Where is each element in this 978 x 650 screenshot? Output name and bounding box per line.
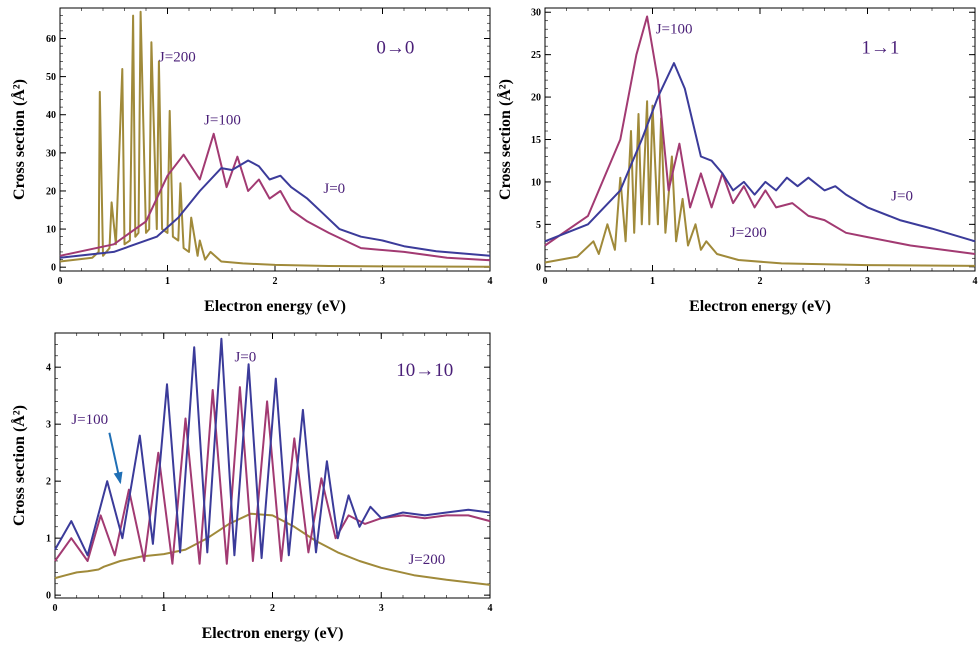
x-tick-label: 3 — [379, 603, 384, 614]
series-annotation: J=0 — [323, 181, 345, 197]
y-tick-label: 50 — [46, 72, 56, 83]
x-axis-title: Electron energy (eV) — [689, 298, 831, 315]
x-tick-label: 2 — [273, 276, 278, 287]
y-tick-label: 20 — [531, 93, 541, 104]
x-tick-label: 4 — [973, 276, 978, 287]
x-tick-label: 0 — [543, 276, 548, 287]
transition-label: 0→0 — [376, 37, 414, 58]
x-tick-label: 3 — [865, 276, 870, 287]
x-axis-title: Electron energy (eV) — [204, 298, 346, 315]
y-tick-label: 25 — [531, 50, 541, 61]
axis-ticks: 0 1 2 3 4 0 5 10 15 20 25 30 — [531, 8, 978, 287]
annotations: J=200 J=100 J=0 — [159, 49, 345, 197]
series-annotation: J=0 — [234, 349, 256, 365]
series-line-J200 — [59, 10, 491, 268]
y-tick-label: 4 — [46, 363, 51, 374]
y-tick-label: 2 — [46, 477, 51, 488]
x-tick-label: 1 — [161, 603, 166, 614]
x-tick-label: 1 — [165, 276, 170, 287]
y-tick-label: 20 — [46, 186, 56, 197]
axis-ticks: 0 1 2 3 4 0 1 2 3 4 — [46, 333, 493, 614]
series-annotation: J=0 — [891, 189, 913, 205]
y-tick-label: 0 — [46, 591, 51, 602]
series-line-J0 — [544, 62, 976, 243]
arrow-head — [113, 471, 123, 485]
series-annotation: J=100 — [204, 112, 241, 128]
series-annotation: J=200 — [408, 552, 445, 568]
chart-panel-1-1: 0 1 2 3 4 0 5 10 15 20 25 30 1→1 J=100 J=0 J=200 Elec… — [496, 7, 978, 315]
series-group — [54, 337, 491, 586]
annotations: J=100 J=0 J=200 — [656, 21, 913, 241]
series-line-J0 — [54, 337, 491, 560]
y-tick-label: 30 — [46, 148, 56, 159]
x-tick-label: 4 — [488, 276, 493, 287]
series-annotation: J=100 — [656, 21, 693, 37]
series-line-J100 — [59, 132, 491, 262]
y-tick-label: 10 — [46, 225, 56, 236]
annotations: J=0 J=100 J=200 — [71, 349, 445, 567]
y-tick-label: 3 — [46, 420, 51, 431]
chart-panel-10-10: 0 1 2 3 4 0 1 2 3 4 10→10 J=0 J=100 J=200 Electron … — [10, 332, 493, 642]
y-axis-title: Cross section (Å²) — [496, 79, 514, 200]
y-tick-label: 60 — [46, 34, 56, 45]
y-tick-label: 0 — [51, 263, 56, 274]
transition-label: 10→10 — [396, 360, 453, 381]
x-tick-label: 0 — [53, 603, 58, 614]
y-tick-label: 15 — [531, 135, 541, 146]
y-axis-title: Cross section (Å²) — [10, 405, 28, 526]
x-tick-label: 2 — [758, 276, 763, 287]
x-axis-title: Electron energy (eV) — [202, 625, 344, 642]
x-tick-label: 2 — [270, 603, 275, 614]
x-tick-label: 4 — [488, 603, 493, 614]
y-tick-label: 30 — [531, 8, 541, 19]
x-tick-label: 3 — [380, 276, 385, 287]
series-annotation: J=200 — [730, 225, 767, 241]
y-tick-label: 10 — [531, 177, 541, 188]
transition-label: 1→1 — [861, 37, 899, 58]
y-axis-title: Cross section (Å²) — [10, 79, 28, 200]
series-group — [544, 15, 976, 267]
x-tick-label: 1 — [650, 276, 655, 287]
series-group — [59, 10, 491, 268]
series-annotation: J=100 — [71, 412, 108, 428]
y-tick-label: 5 — [536, 220, 541, 231]
series-line-J0 — [59, 159, 491, 259]
series-line-J200 — [54, 512, 491, 586]
y-tick-label: 0 — [536, 262, 541, 273]
y-tick-label: 1 — [46, 534, 51, 545]
series-line-J200 — [544, 100, 976, 267]
series-annotation: J=200 — [159, 49, 196, 65]
series-line-J100 — [544, 15, 976, 255]
arrow-annotation — [108, 432, 123, 485]
y-tick-label: 40 — [46, 110, 56, 121]
x-tick-label: 0 — [58, 276, 63, 287]
